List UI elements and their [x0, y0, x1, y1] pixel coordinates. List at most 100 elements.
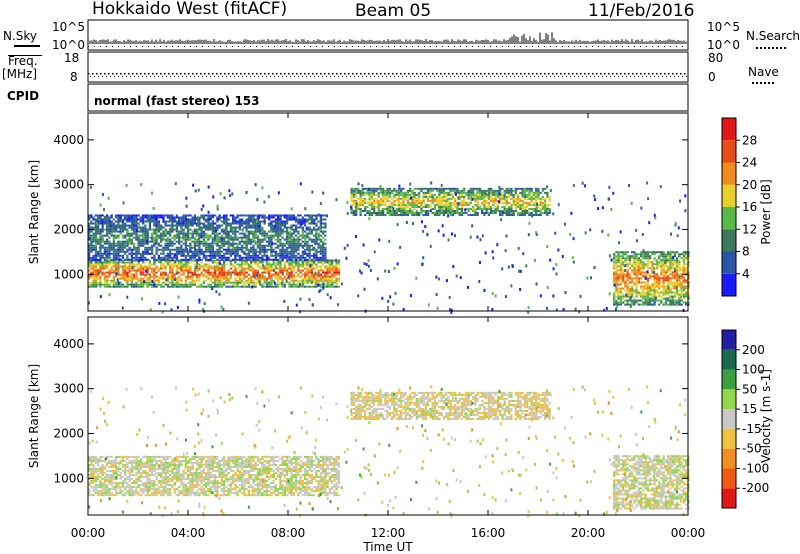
power-cell [198, 242, 201, 245]
power-cell [379, 201, 383, 204]
power-cell [440, 209, 443, 212]
power-cell [297, 275, 300, 278]
power-cell [164, 254, 167, 257]
power-cell [263, 277, 266, 280]
power-cell [326, 259, 329, 262]
power-cell [117, 269, 120, 272]
freq-dot [580, 73, 582, 75]
power-cell [310, 244, 314, 247]
power-cell [277, 222, 280, 225]
power-cell [254, 258, 257, 261]
freq-dot [392, 73, 394, 75]
nsky-legend-line [14, 45, 40, 47]
power-cell [216, 234, 219, 237]
power-cell [191, 220, 194, 223]
power-cell [218, 240, 221, 243]
power-cell [310, 222, 314, 225]
power-cell [313, 261, 316, 264]
power-cell [247, 254, 251, 257]
power-cell [317, 271, 320, 274]
power-cell [283, 250, 287, 253]
power-cell [496, 189, 500, 192]
power-cell [463, 195, 466, 198]
power-cell [187, 275, 190, 278]
power-cell [223, 252, 226, 255]
power-cell [133, 283, 136, 286]
power-cell [624, 275, 627, 278]
power-cell [245, 279, 248, 282]
power-cell [490, 189, 493, 192]
power-cell [503, 189, 506, 192]
power-cell [404, 212, 407, 215]
power-cell [238, 226, 242, 229]
power-cell [148, 252, 152, 255]
power-cell [624, 253, 627, 256]
nave-tick-top: 80 [708, 51, 724, 65]
power-cell [352, 203, 356, 206]
power-cell [393, 195, 396, 198]
power-cell [241, 281, 244, 284]
power-cell [313, 277, 316, 280]
power-cell [615, 257, 618, 260]
power-cell [254, 228, 257, 231]
power-cell [196, 230, 199, 233]
power-cell [162, 271, 165, 274]
power-cell [306, 263, 309, 266]
power-cell [169, 242, 172, 245]
power-cell [90, 267, 93, 270]
power-cell [106, 226, 109, 229]
power-cell [205, 256, 208, 259]
power-cell [187, 228, 190, 231]
freq-dot [92, 73, 94, 75]
nave-dot [154, 76, 155, 77]
nave-dot [438, 76, 439, 77]
power-cell [146, 216, 149, 219]
power-cell [234, 230, 237, 233]
power-cell [361, 193, 365, 196]
power-cell [225, 222, 228, 225]
power-cell [292, 277, 296, 280]
power-cell [418, 212, 421, 215]
power-cell [521, 203, 524, 206]
power-cell [301, 246, 305, 249]
power-cell [135, 271, 138, 274]
power-cell [223, 222, 226, 225]
power-cell [130, 214, 134, 217]
power-cell [642, 265, 645, 268]
power-cell [243, 281, 246, 284]
power-cell [626, 289, 629, 292]
power-cell [92, 254, 95, 257]
power-cell [292, 283, 296, 286]
power-cell [628, 259, 632, 262]
power-cell [301, 285, 305, 288]
power-cell [308, 230, 311, 233]
power-cell [377, 195, 380, 198]
power-cell [124, 265, 127, 268]
power-cell [250, 261, 253, 264]
power-cell [290, 285, 293, 288]
power-cell [130, 273, 134, 276]
power-cell [622, 281, 625, 284]
power-cell [157, 248, 161, 251]
power-cell [180, 279, 183, 282]
power-cell [281, 232, 284, 235]
nave-dot [642, 76, 643, 77]
nave-dot [634, 76, 635, 77]
power-cell [148, 283, 152, 286]
nave-dot [574, 76, 575, 77]
power-cell [508, 205, 511, 208]
power-cell [117, 242, 120, 245]
power-cell [193, 236, 197, 239]
power-cell [546, 195, 549, 198]
freq-dot [428, 73, 430, 75]
power-cell [227, 246, 230, 249]
power-cell [646, 279, 650, 282]
nave-dot [302, 76, 303, 77]
power-cell [151, 228, 154, 231]
power-cell [263, 279, 266, 282]
power-cell [308, 214, 311, 217]
power-cell [148, 224, 152, 227]
power-cell [395, 197, 398, 200]
power-cell [103, 228, 107, 231]
power-cell [626, 299, 629, 302]
